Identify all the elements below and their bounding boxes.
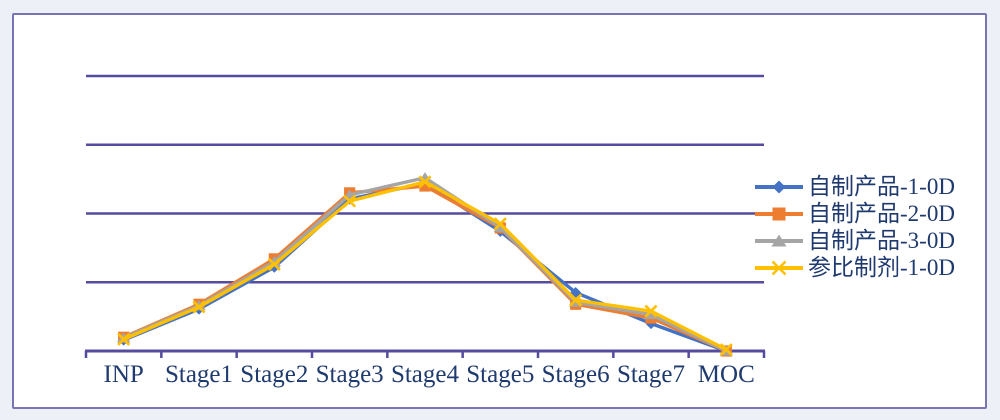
legend-label: 参比制剂-1-0D [808, 255, 955, 280]
x-axis-label-inp: INP [103, 361, 144, 388]
series-line [121, 181, 729, 353]
triangle-marker [644, 308, 658, 320]
x-marker [343, 194, 357, 208]
legend-label: 自制产品-3-0D [808, 228, 955, 253]
x-axis-label-stage2: Stage2 [240, 361, 309, 388]
legend-item-2: 自制产品-2-0D [754, 200, 955, 227]
x-marker [569, 293, 583, 307]
legend-swatch-x [755, 260, 803, 275]
x-marker [192, 300, 206, 314]
x-axis-label-stage6: Stage6 [541, 361, 610, 388]
triangle-marker [117, 332, 131, 343]
legend-label: 自制产品-1-0D [808, 174, 955, 199]
diamond-marker [772, 180, 786, 193]
x-marker [719, 343, 733, 357]
diamond-marker [570, 286, 582, 299]
series-line [121, 184, 729, 353]
series-1 [118, 177, 732, 357]
x-marker [117, 332, 131, 346]
series-4 [117, 175, 733, 357]
x-marker [418, 175, 432, 189]
legend-swatch-diamond [755, 180, 803, 193]
x-marker [493, 217, 507, 231]
chart-frame [12, 13, 987, 409]
x-marker [267, 257, 281, 271]
x-axis-label-moc: MOC [697, 361, 755, 388]
square-marker [419, 180, 431, 192]
series-line [121, 176, 729, 353]
square-marker [772, 207, 786, 220]
legend-swatch-triangle [755, 234, 803, 246]
series-3 [117, 172, 733, 356]
x-axis-label-stage4: Stage4 [390, 361, 459, 388]
x-axis-label-stage7: Stage7 [616, 361, 685, 388]
legend-item-1: 自制产品-1-0D [754, 173, 955, 200]
series-2 [118, 180, 732, 357]
legend-item-4: 参比制剂-1-0D [754, 254, 955, 281]
x-axis-labels: INP Stage1 Stage2 Stage3 Stage4 Stage5 S… [86, 361, 764, 389]
series-line [121, 180, 729, 352]
x-marker [771, 260, 787, 275]
chart-legend: 自制产品-1-0D 自制产品-2-0D 自制产品-3-0D 参比制剂-1-0D [754, 173, 955, 281]
x-axis-label-stage1: Stage1 [164, 361, 234, 388]
x-marker [644, 304, 658, 318]
triangle-marker [771, 234, 787, 246]
legend-swatch-square [755, 207, 803, 220]
x-axis-label-stage3: Stage3 [315, 361, 384, 388]
x-axis-label-stage5: Stage5 [466, 361, 535, 388]
legend-item-3: 自制产品-3-0D [754, 227, 955, 254]
legend-label: 自制产品-2-0D [808, 201, 955, 226]
